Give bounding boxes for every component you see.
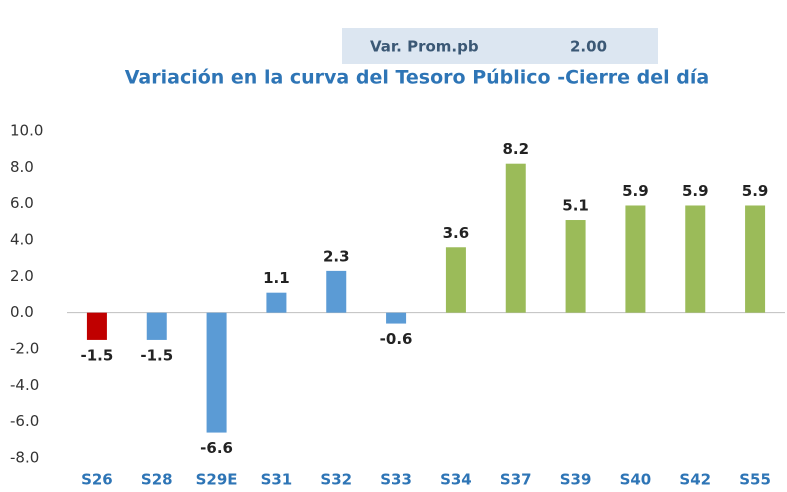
bar bbox=[445, 247, 466, 313]
y-tick-label: 10.0 bbox=[10, 122, 43, 140]
y-tick-label: 8.0 bbox=[10, 158, 34, 176]
x-tick-label: S28 bbox=[141, 471, 173, 489]
y-tick-label: 2.0 bbox=[10, 267, 34, 285]
value-label: 5.1 bbox=[562, 197, 589, 215]
x-tick-label: S55 bbox=[739, 471, 771, 489]
value-label: -0.6 bbox=[380, 330, 413, 348]
summary-label: Var. Prom.pb bbox=[370, 38, 479, 56]
bar bbox=[565, 220, 586, 313]
value-label: 3.6 bbox=[443, 224, 470, 242]
summary-value: 2.00 bbox=[570, 38, 607, 56]
y-tick-label: -2.0 bbox=[10, 340, 39, 358]
value-label: 8.2 bbox=[502, 140, 529, 158]
summary-box bbox=[342, 28, 658, 64]
value-label: 5.9 bbox=[742, 182, 769, 200]
value-label: 2.3 bbox=[323, 247, 350, 265]
x-tick-label: S34 bbox=[440, 471, 472, 489]
bar bbox=[685, 205, 706, 313]
x-tick-label: S33 bbox=[380, 471, 412, 489]
bar bbox=[625, 205, 646, 313]
y-tick-label: -8.0 bbox=[10, 449, 39, 467]
value-label: 5.9 bbox=[682, 182, 709, 200]
bar bbox=[206, 312, 227, 433]
bar bbox=[266, 292, 287, 313]
y-tick-label: 6.0 bbox=[10, 194, 34, 212]
x-tick-label: S31 bbox=[261, 471, 293, 489]
chart-title: Variación en la curva del Tesoro Público… bbox=[125, 67, 709, 89]
value-label: 1.1 bbox=[263, 269, 290, 287]
bar bbox=[505, 163, 526, 313]
bar bbox=[86, 312, 107, 340]
x-tick-label: S37 bbox=[500, 471, 532, 489]
x-tick-label: S26 bbox=[81, 471, 113, 489]
bar bbox=[146, 312, 167, 340]
x-tick-label: S29E bbox=[196, 471, 238, 489]
x-tick-label: S39 bbox=[560, 471, 592, 489]
x-tick-label: S42 bbox=[679, 471, 711, 489]
value-label: -1.5 bbox=[140, 346, 173, 364]
y-tick-label: -6.0 bbox=[10, 412, 39, 430]
value-label: 5.9 bbox=[622, 182, 649, 200]
value-label: -1.5 bbox=[81, 346, 114, 364]
y-tick-label: 0.0 bbox=[10, 303, 34, 321]
y-tick-label: 4.0 bbox=[10, 231, 34, 249]
x-tick-label: S32 bbox=[320, 471, 352, 489]
bar bbox=[745, 205, 766, 313]
bar bbox=[386, 312, 407, 324]
x-tick-label: S40 bbox=[620, 471, 652, 489]
value-label: -6.6 bbox=[200, 439, 233, 457]
y-tick-label: -4.0 bbox=[10, 376, 39, 394]
bar bbox=[326, 270, 347, 313]
